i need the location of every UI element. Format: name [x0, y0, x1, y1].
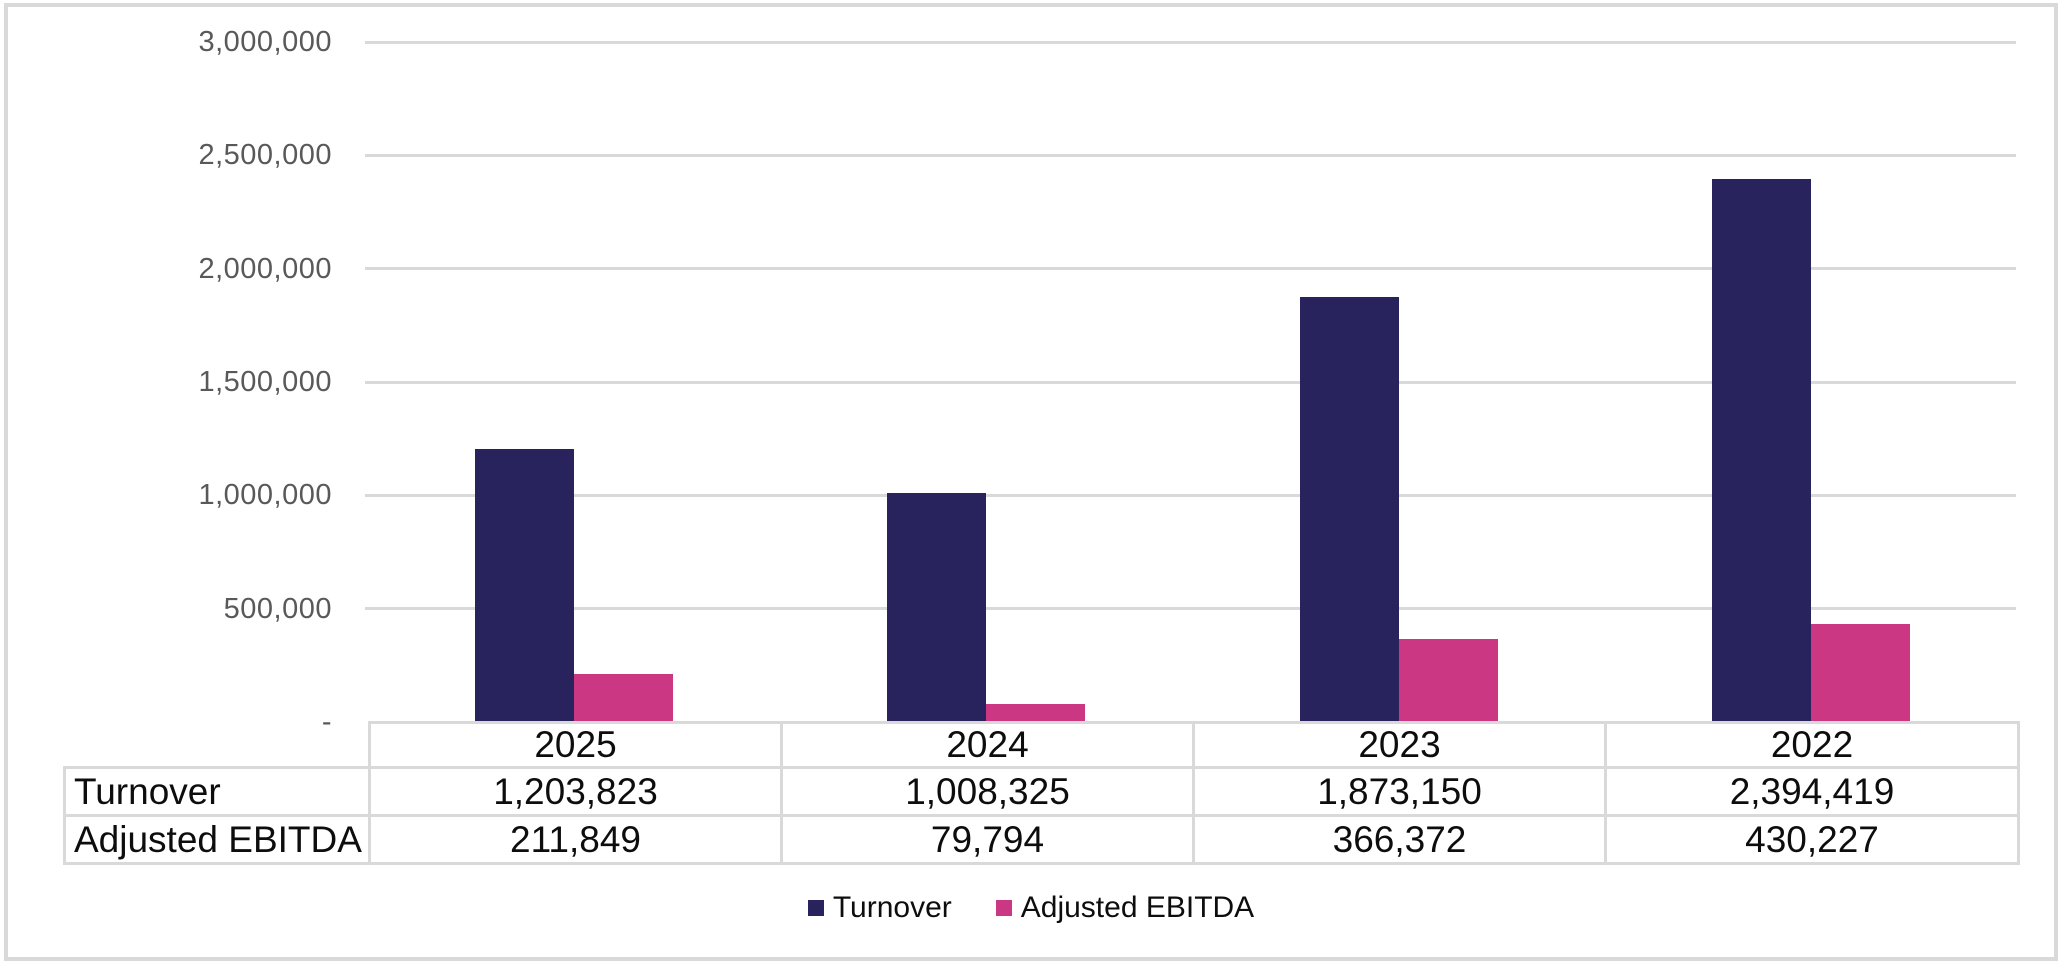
- table-row-turnover: Turnover 1,203,823 1,008,325 1,873,150 2…: [63, 766, 2020, 817]
- gridline-1000000: [365, 493, 2016, 497]
- y-axis-tick-label: 2,000,000: [198, 252, 332, 285]
- legend-item-turnover[interactable]: Turnover: [807, 891, 952, 925]
- legend-label-turnover: Turnover: [832, 891, 952, 924]
- gridline-2000000: [365, 267, 2016, 271]
- row-label-adjusted-ebitda: Adjusted EBITDA: [63, 814, 371, 865]
- y-axis-tick-label: 3,000,000: [198, 26, 332, 58]
- bar-adjusted-ebitda-2024[interactable]: [986, 703, 1086, 722]
- bar-adjusted-ebitda-2022[interactable]: [1810, 624, 1910, 722]
- gridline-500000: [365, 607, 2016, 611]
- bar-adjusted-ebitda-2025[interactable]: [574, 673, 674, 722]
- y-axis-tick-label: 1,000,000: [198, 479, 332, 512]
- year-header-2025: 2025: [368, 721, 783, 769]
- bar-turnover-2024[interactable]: [887, 493, 987, 722]
- bar-adjusted-ebitda-2023[interactable]: [1398, 638, 1498, 722]
- legend-label-adjusted-ebitda: Adjusted EBITDA: [1020, 891, 1255, 924]
- ebitda-value-2025: 211,849: [368, 814, 783, 865]
- year-header-2024: 2024: [780, 721, 1195, 769]
- turnover-value-2022: 2,394,419: [1604, 766, 2020, 817]
- year-header-2022: 2022: [1604, 721, 2020, 769]
- turnover-value-2024: 1,008,325: [780, 766, 1195, 817]
- adjusted-ebitda-swatch-icon: [995, 900, 1012, 916]
- row-label-turnover: Turnover: [63, 766, 371, 817]
- gridline-1500000: [365, 380, 2016, 384]
- turnover-value-2023: 1,873,150: [1192, 766, 1607, 817]
- ebitda-value-2024: 79,794: [780, 814, 1195, 865]
- gridline-2500000: [365, 153, 2016, 157]
- y-axis-tick-label: -: [321, 706, 332, 738]
- chart-legend: Turnover Adjusted EBITDA: [0, 889, 2062, 927]
- ebitda-value-2023: 366,372: [1192, 814, 1607, 865]
- chart-data-table: 2025 2024 2023 2022 Turnover 1,203,823 1…: [63, 721, 2020, 865]
- turnover-swatch-icon: [807, 900, 824, 916]
- gridline-3000000: [365, 40, 2016, 44]
- turnover-value-2025: 1,203,823: [368, 766, 783, 817]
- table-corner-blank-cell: [65, 723, 370, 768]
- table-header-row: 2025 2024 2023 2022: [65, 721, 2020, 769]
- y-axis-tick-label: 500,000: [223, 592, 332, 625]
- y-axis-tick-label: 1,500,000: [198, 366, 332, 398]
- table-row-adjusted-ebitda: Adjusted EBITDA 211,849 79,794 366,372 4…: [63, 814, 2020, 865]
- ebitda-value-2022: 430,227: [1604, 814, 2020, 865]
- bar-turnover-2023[interactable]: [1299, 297, 1399, 722]
- bar-turnover-2022[interactable]: [1711, 179, 1811, 722]
- y-axis-tick-label: 2,500,000: [198, 139, 332, 172]
- year-header-2023: 2023: [1192, 721, 1607, 769]
- bar-turnover-2025[interactable]: [475, 449, 575, 722]
- legend-item-adjusted-ebitda[interactable]: Adjusted EBITDA: [995, 891, 1255, 925]
